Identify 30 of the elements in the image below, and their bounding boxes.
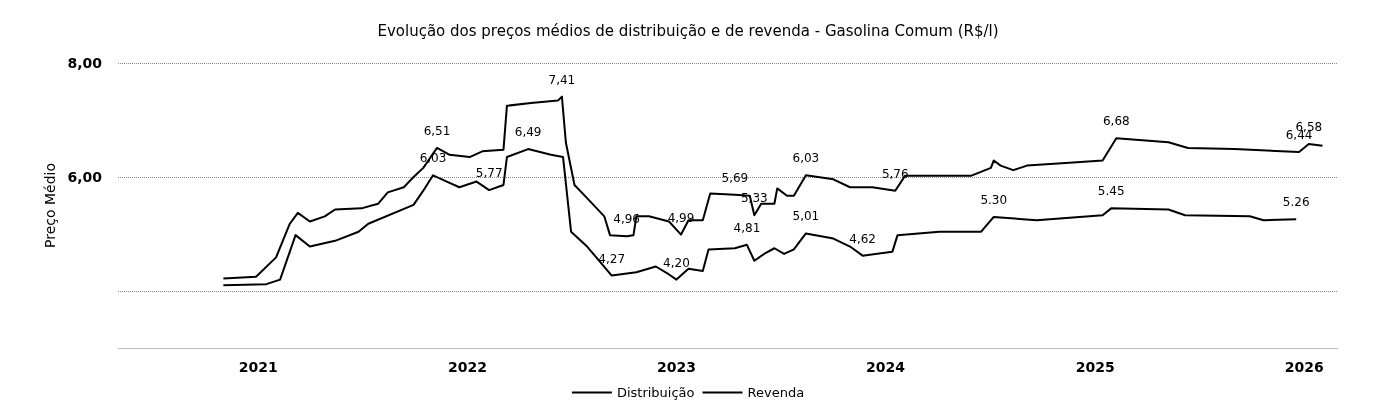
data-label: 6,68 [1102,114,1130,129]
legend-label: Revenda [747,385,805,400]
data-label: 5,01 [792,209,820,224]
data-label: 4,27 [598,251,626,266]
data-label: 6,03 [792,151,820,166]
data-label: 4,62 [849,231,876,246]
data-label: 6,49 [514,125,542,140]
data-label: 4,81 [733,220,761,235]
x-tick-label: 2026 [1284,359,1324,375]
x-tick-label: 2022 [447,359,487,375]
x-tick-label: 2024 [866,359,906,375]
y-axis-title: Preço Médio [41,162,58,249]
data-label: 6,51 [423,123,451,138]
x-tick-label: 2025 [1075,359,1115,375]
data-label: 5,77 [475,166,503,181]
data-label: 5.30 [980,192,1008,207]
line-series [222,95,1324,280]
y-tick-label: 8,00 [67,55,103,71]
data-label: 7,41 [548,72,576,87]
data-label: 5,69 [721,170,749,185]
data-label: 4,20 [663,255,690,270]
x-tick-label: 2023 [656,359,696,375]
legend-label: Distribuição [616,385,695,400]
data-label: 5,76 [881,166,909,181]
y-tick-label: 6,00 [67,169,103,185]
chart-title: Evolução dos preços médios de distribuição e de revenda - Gasolina Comum (R$/l) [377,21,999,40]
x-tick-label: 2021 [238,359,278,375]
data-label: 5.45 [1097,184,1125,199]
data-label: 4,99 [667,210,695,225]
data-label: 5.26 [1282,195,1310,210]
